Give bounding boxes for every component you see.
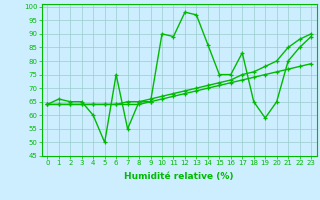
X-axis label: Humidité relative (%): Humidité relative (%): [124, 172, 234, 181]
